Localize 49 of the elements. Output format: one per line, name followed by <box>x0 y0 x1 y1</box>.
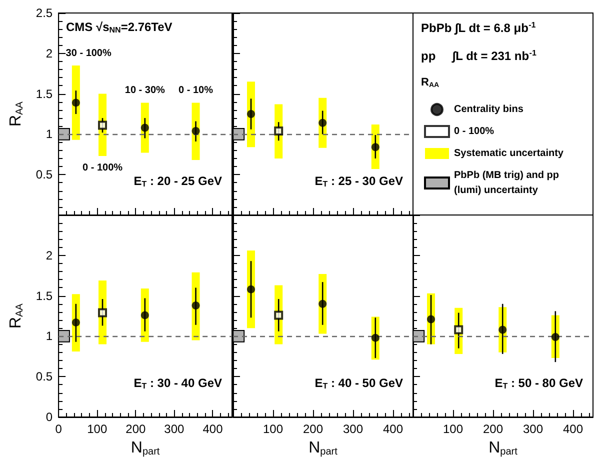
x-tick-label: 400 <box>202 422 224 436</box>
point <box>247 110 255 118</box>
annotation: 0 - 100% <box>82 162 123 174</box>
point <box>192 302 200 310</box>
annotation: 10 - 30% <box>124 85 166 96</box>
y-tick-label: 1.5 <box>36 288 53 303</box>
point <box>371 143 380 152</box>
annotation: 30 - 100% <box>66 48 112 60</box>
legend-label: 0 - 100% <box>454 126 494 137</box>
point <box>140 124 149 132</box>
legend-label: Centrality bins <box>454 104 524 115</box>
x-tick-label: 300 <box>164 422 185 436</box>
x-tick-label: 0 <box>55 422 62 436</box>
x-tick-label: 300 <box>522 422 544 436</box>
annotation: 0 - 10% <box>178 85 214 96</box>
y-tick-label: 0.5 <box>36 370 53 384</box>
y-axis-title: RAA <box>8 101 26 126</box>
point <box>98 120 108 130</box>
point <box>274 126 284 136</box>
legend-label: Systematic uncertainty <box>454 148 564 159</box>
x-tick-label: 300 <box>342 422 364 436</box>
point <box>318 300 327 308</box>
point <box>72 98 80 107</box>
point <box>318 118 327 127</box>
x-tick-label: 100 <box>262 422 284 436</box>
x-tick-label: 400 <box>382 422 404 436</box>
y-tick-label: 1.5 <box>36 86 53 101</box>
y-tick-label: 0.5 <box>36 168 53 182</box>
point <box>274 310 284 320</box>
point <box>98 308 108 318</box>
x-tick-label: 200 <box>482 422 504 436</box>
legend-label: PbPb (MB trig) and pp (lumi) uncertainty <box>454 170 562 196</box>
y-tick-label: 2.5 <box>36 6 53 20</box>
point <box>72 318 80 326</box>
x-tick-label: 400 <box>562 422 584 436</box>
y-tick-label: 2 <box>46 248 53 262</box>
y-tick-label: 1 <box>46 127 53 142</box>
y-tick-label: 2 <box>46 46 53 60</box>
point <box>371 334 380 342</box>
point <box>192 126 200 135</box>
y-tick-label: 0 <box>46 410 53 424</box>
x-tick-label: 200 <box>126 422 146 436</box>
x-tick-label: 200 <box>302 422 324 436</box>
y-axis-title: RAA <box>8 303 26 328</box>
x-tick-label: 100 <box>442 422 464 436</box>
x-tick-label: 100 <box>87 422 108 436</box>
y-tick-label: 1 <box>46 329 53 344</box>
point <box>247 285 255 294</box>
point <box>140 311 149 320</box>
